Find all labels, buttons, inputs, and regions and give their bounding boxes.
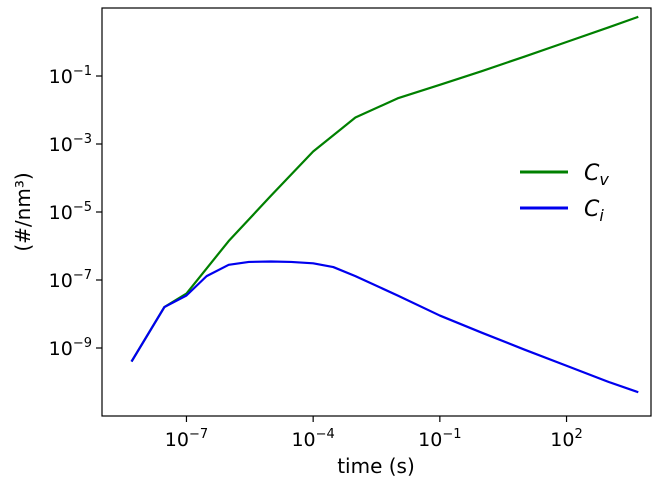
series-line-C-i (130, 260, 639, 394)
x-tick-label: 10−7 (165, 427, 208, 451)
x-tick-label: 10−1 (418, 427, 461, 451)
legend-label-C-i: Ci (584, 197, 604, 225)
x-axis-label: time (s) (337, 454, 415, 478)
x-tick-label: 10−4 (291, 427, 334, 451)
x-axis-ticks: 10−7 10−4 10−1 102 (165, 416, 583, 451)
y-axis-label: (#/nm³) (11, 172, 35, 251)
y-axis-ticks: 10−9 10−7 10−5 10−3 10−1 (49, 64, 102, 360)
legend-label-C-v: Cv (584, 161, 609, 189)
series-layer (130, 15, 639, 394)
y-tick-label: 10−5 (49, 200, 92, 224)
plot-area (101, 7, 652, 417)
x-tick-label: 102 (550, 427, 582, 451)
series-line-C-v (130, 15, 639, 363)
y-tick-label: 10−9 (49, 336, 92, 360)
legend: Cv Ci (520, 161, 609, 225)
y-tick-label: 10−7 (49, 268, 92, 292)
y-tick-label: 10−3 (49, 132, 92, 156)
y-tick-label: 10−1 (49, 64, 92, 88)
